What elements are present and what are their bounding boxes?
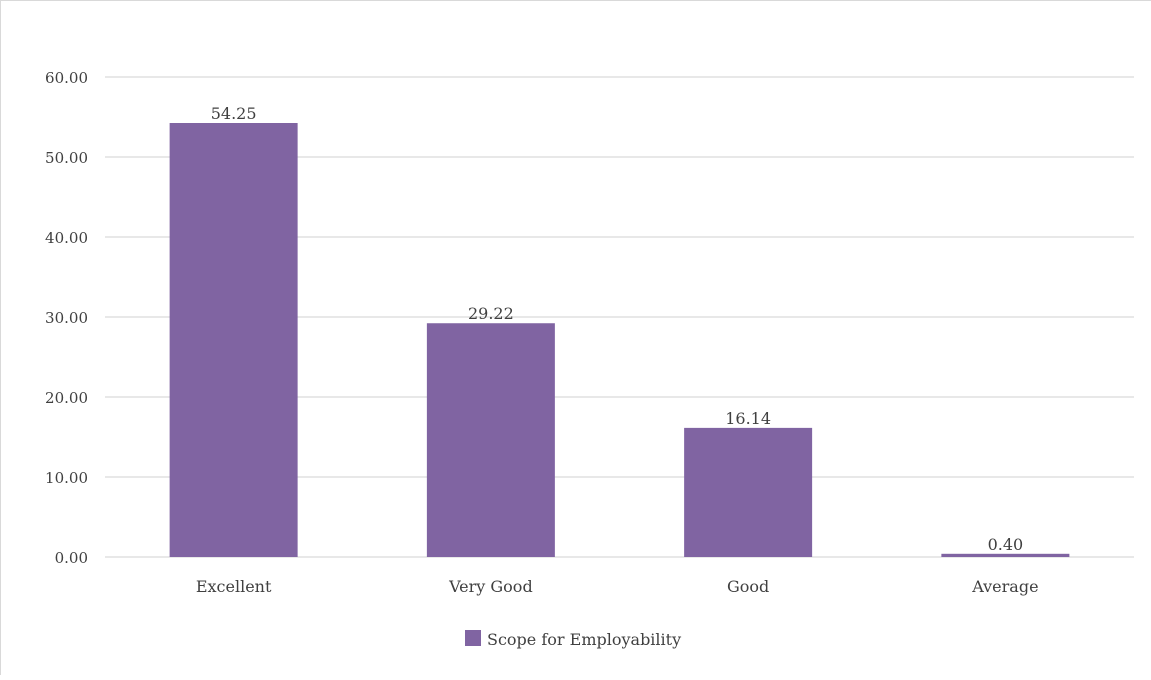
y-tick-label: 40.00 xyxy=(45,229,88,247)
y-tick-label: 50.00 xyxy=(45,149,88,167)
y-tick-label: 10.00 xyxy=(45,469,88,487)
y-tick-label: 30.00 xyxy=(45,309,88,327)
data-label: 0.40 xyxy=(988,535,1024,554)
bar-average xyxy=(941,553,1070,557)
legend-swatch xyxy=(465,630,481,646)
data-label: 16.14 xyxy=(725,409,771,428)
x-category-label: Excellent xyxy=(196,577,272,596)
legend-label: Scope for Employability xyxy=(487,630,681,649)
data-label: 54.25 xyxy=(211,104,257,123)
y-axis-tick-labels: 0.00 10.00 20.00 30.00 40.00 50.00 60.00 xyxy=(45,69,88,567)
y-tick-label: 20.00 xyxy=(45,389,88,407)
bar-very-good xyxy=(426,323,555,557)
legend: Scope for Employability xyxy=(465,630,681,649)
x-category-label: Average xyxy=(971,577,1038,596)
bar-excellent xyxy=(169,123,298,557)
bar-good xyxy=(684,427,813,557)
bars xyxy=(169,123,1070,557)
y-tick-label: 0.00 xyxy=(55,549,88,567)
x-category-label: Good xyxy=(727,577,769,596)
y-tick-label: 60.00 xyxy=(45,69,88,87)
data-label: 29.22 xyxy=(468,304,514,323)
x-category-label: Very Good xyxy=(448,577,533,596)
data-labels: 54.25 29.22 16.14 0.40 xyxy=(211,104,1023,554)
x-axis-category-labels: Excellent Very Good Good Average xyxy=(196,577,1039,596)
